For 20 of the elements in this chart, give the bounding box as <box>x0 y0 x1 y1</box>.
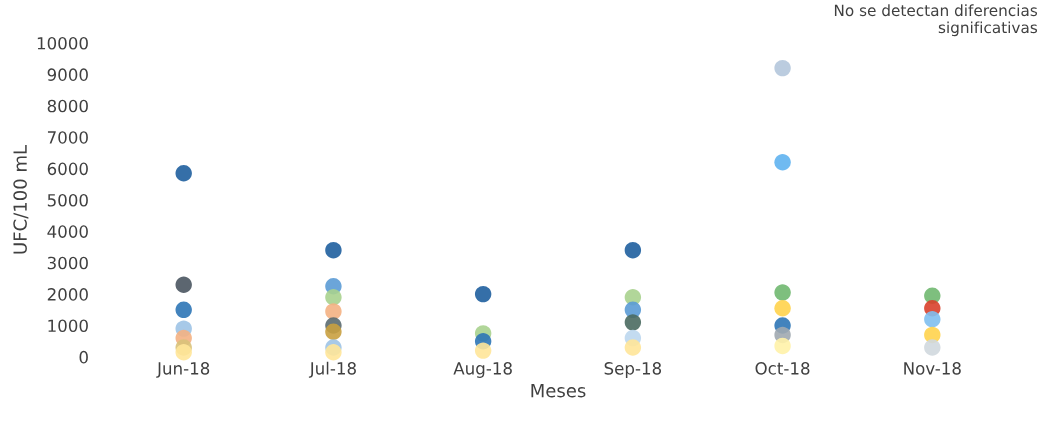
y-tick-label: 1000 <box>48 319 88 333</box>
y-tick-label: 4000 <box>47 225 88 238</box>
y-tick-label: 10000 <box>37 36 88 50</box>
x-axis-title: Meses <box>531 384 586 398</box>
x-tick-label: Jun-18 <box>156 362 210 378</box>
y-tick-label: 5000 <box>47 193 88 207</box>
y-tick-label: 9000 <box>47 68 88 81</box>
y-tick-label: 6000 <box>47 162 88 176</box>
x-tick-label: Aug-18 <box>453 362 512 378</box>
y-tick-label: 2000 <box>47 288 88 301</box>
x-tick-label: Sep-18 <box>604 362 662 378</box>
x-tick-label: Oct-18 <box>755 362 810 375</box>
y-axis-title: UFC/100 mL <box>13 144 29 254</box>
y-tick-label: 3000 <box>47 256 88 270</box>
y-tick-label: 7000 <box>47 131 88 144</box>
y-tick-label: 0 <box>79 350 88 364</box>
x-tick-label: Nov-18 <box>904 362 961 375</box>
y-tick-label: 8000 <box>47 99 88 113</box>
x-tick-label: Jul-18 <box>308 361 356 378</box>
text: No se detectan diferencias significativas <box>834 4 1038 37</box>
